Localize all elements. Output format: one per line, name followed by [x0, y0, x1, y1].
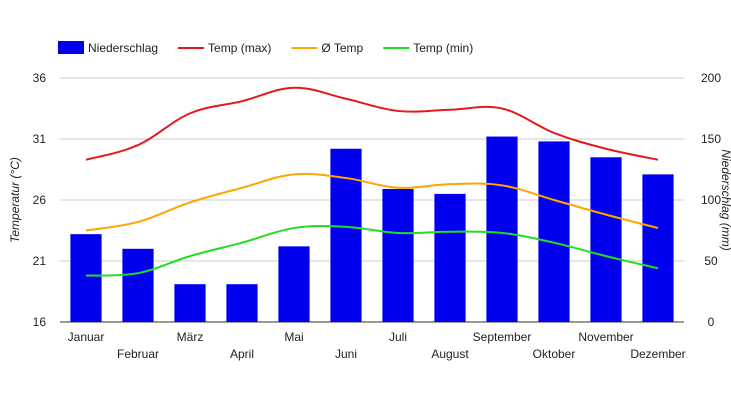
precipitation-bars	[70, 136, 674, 322]
legend-swatch	[58, 41, 84, 54]
precipitation-bar	[486, 136, 518, 322]
precipitation-bar	[122, 248, 154, 322]
legend-label: Ø Temp	[321, 41, 363, 55]
legend-item[interactable]: Ø Temp	[291, 41, 364, 55]
precipitation-bar	[382, 189, 414, 322]
x-tick-label: August	[431, 347, 469, 361]
x-tick-label: Juli	[389, 330, 407, 344]
y-right-tick-label: 150	[701, 132, 721, 146]
legend-item[interactable]: Niederschlag	[58, 41, 158, 55]
y-left-tick-label: 31	[33, 132, 47, 146]
y-right-tick-label: 200	[701, 71, 721, 85]
x-tick-label: Februar	[117, 347, 159, 361]
x-tick-label: September	[473, 330, 532, 344]
x-tick-label: Dezember	[630, 347, 685, 361]
x-tick-label: Mai	[284, 330, 303, 344]
axes: 16 21 26 31 36 0 50 100 150 200 Januar Februar März A…	[33, 71, 722, 361]
temp-max-line	[85, 86, 659, 161]
legend-item[interactable]: Temp (max)	[178, 41, 271, 55]
legend: Niederschlag Temp (max) Ø Temp Temp (min)	[58, 41, 473, 55]
y-axis-left-title: Temperatur (°C)	[8, 157, 22, 243]
precipitation-bar	[434, 193, 466, 322]
legend-label: Niederschlag	[88, 41, 158, 55]
x-tick-label: April	[230, 347, 254, 361]
y-right-tick-label: 100	[701, 193, 721, 207]
legend-label: Temp (min)	[413, 41, 473, 55]
precipitation-bar	[226, 284, 258, 322]
x-tick-label: November	[578, 330, 633, 344]
precipitation-bar	[70, 234, 102, 322]
precipitation-bar	[174, 284, 206, 322]
y-left-tick-label: 26	[33, 193, 47, 207]
y-axis-right-title: Niederschlag (mm)	[719, 149, 731, 250]
x-tick-label: März	[177, 330, 204, 344]
legend-item[interactable]: Temp (min)	[383, 41, 473, 55]
precipitation-bar	[330, 148, 362, 322]
x-tick-label: Oktober	[533, 347, 576, 361]
precipitation-bar	[538, 141, 570, 322]
precipitation-bar	[590, 157, 622, 322]
x-tick-label: Juni	[335, 347, 357, 361]
y-right-tick-label: 50	[704, 254, 718, 268]
y-left-tick-label: 36	[33, 71, 47, 85]
temp-min-line	[85, 225, 659, 277]
precipitation-bar	[642, 174, 674, 322]
y-right-tick-label: 0	[708, 315, 715, 329]
temp-avg-line	[85, 172, 659, 232]
y-left-tick-label: 21	[33, 254, 47, 268]
temperature-lines	[85, 86, 659, 277]
legend-label: Temp (max)	[208, 41, 271, 55]
x-tick-label: Januar	[68, 330, 105, 344]
gridlines	[60, 77, 684, 323]
precipitation-bar	[278, 246, 310, 322]
y-left-tick-label: 16	[33, 315, 47, 329]
